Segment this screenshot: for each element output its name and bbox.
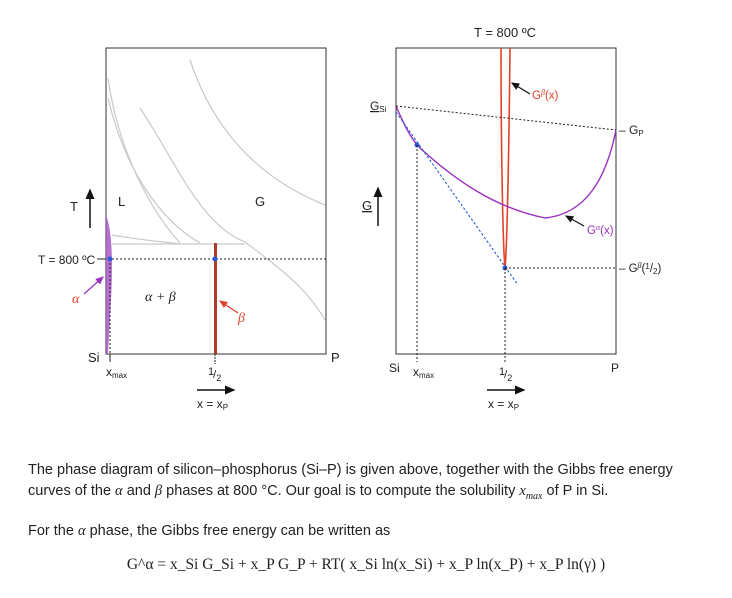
gbeta-arrow bbox=[510, 82, 531, 95]
two-phase-region-label: α + β bbox=[145, 290, 176, 305]
beta-symbol: β bbox=[154, 483, 163, 499]
galpha-arrow bbox=[564, 215, 585, 227]
gbeta-label: Gβ(x) bbox=[532, 88, 559, 102]
alpha-arrow bbox=[83, 276, 104, 295]
temperature-line-label: T = 800 ºC bbox=[38, 253, 96, 267]
g-axis-label: G bbox=[362, 198, 372, 213]
paragraph-intro: The phase diagram of silicon–phosphorus … bbox=[28, 462, 673, 502]
gsi-label: GSi bbox=[370, 99, 387, 114]
gp-label: – GP bbox=[619, 123, 644, 138]
xmax-symbol: xmax bbox=[519, 483, 543, 502]
region-gas-label: G bbox=[255, 194, 265, 209]
x-right-label: P bbox=[331, 350, 340, 365]
mechanical-mixture-line bbox=[395, 105, 617, 131]
phase-diagram: T T = 800 ºC L G α + β α β Si P xmax 1/2… bbox=[38, 47, 340, 412]
body-text: The phase diagram of silicon–phosphorus … bbox=[28, 460, 718, 542]
composition-axis-label: x = xP bbox=[197, 397, 228, 412]
half-label: 1/2 bbox=[208, 366, 221, 383]
x-left-label-right: Si bbox=[389, 361, 400, 375]
figure: T T = 800 ºC L G α + β α β Si P xmax 1/2… bbox=[38, 25, 661, 412]
galpha-curve bbox=[395, 105, 617, 219]
x-right-label-right: P bbox=[611, 361, 619, 375]
alpha-solvus-point bbox=[107, 256, 113, 262]
alpha-symbol: α bbox=[115, 483, 123, 499]
xmax-label-right: xmax bbox=[413, 365, 434, 380]
gbeta-half-label: – Gβ(1/2) bbox=[619, 261, 661, 276]
beta-arrow bbox=[219, 300, 239, 314]
galpha-label: Gα(x) bbox=[587, 223, 614, 237]
xmax-label: xmax bbox=[106, 365, 127, 380]
beta-label: β bbox=[237, 311, 245, 326]
region-liquid-label: L bbox=[118, 194, 125, 209]
phase-boundaries bbox=[107, 59, 326, 321]
alpha-label: α bbox=[72, 292, 80, 307]
gibbs-equation: G^α = x_Si G_Si + x_P G_P + RT( x_Si ln(… bbox=[126, 556, 606, 573]
half-label-right: 1/2 bbox=[499, 366, 512, 383]
beta-phase-line bbox=[214, 243, 217, 354]
gibbs-plot-frame bbox=[395, 47, 617, 355]
composition-axis-label-right: x = xP bbox=[488, 397, 519, 412]
gbeta-curve bbox=[500, 47, 511, 269]
gibbs-plot-title: T = 800 ºC bbox=[474, 25, 536, 40]
paragraph-alpha: For the α phase, the Gibbs free energy c… bbox=[28, 522, 391, 539]
alpha-phase-region bbox=[106, 215, 112, 354]
common-tangent bbox=[395, 111, 519, 286]
beta-point bbox=[212, 256, 218, 262]
gibbs-plot: T = 800 ºC G GSi – GP Gβ(x) Gα(x) – Gβ bbox=[362, 25, 661, 412]
temperature-axis-label: T bbox=[70, 199, 78, 214]
x-left-label: Si bbox=[88, 350, 100, 365]
